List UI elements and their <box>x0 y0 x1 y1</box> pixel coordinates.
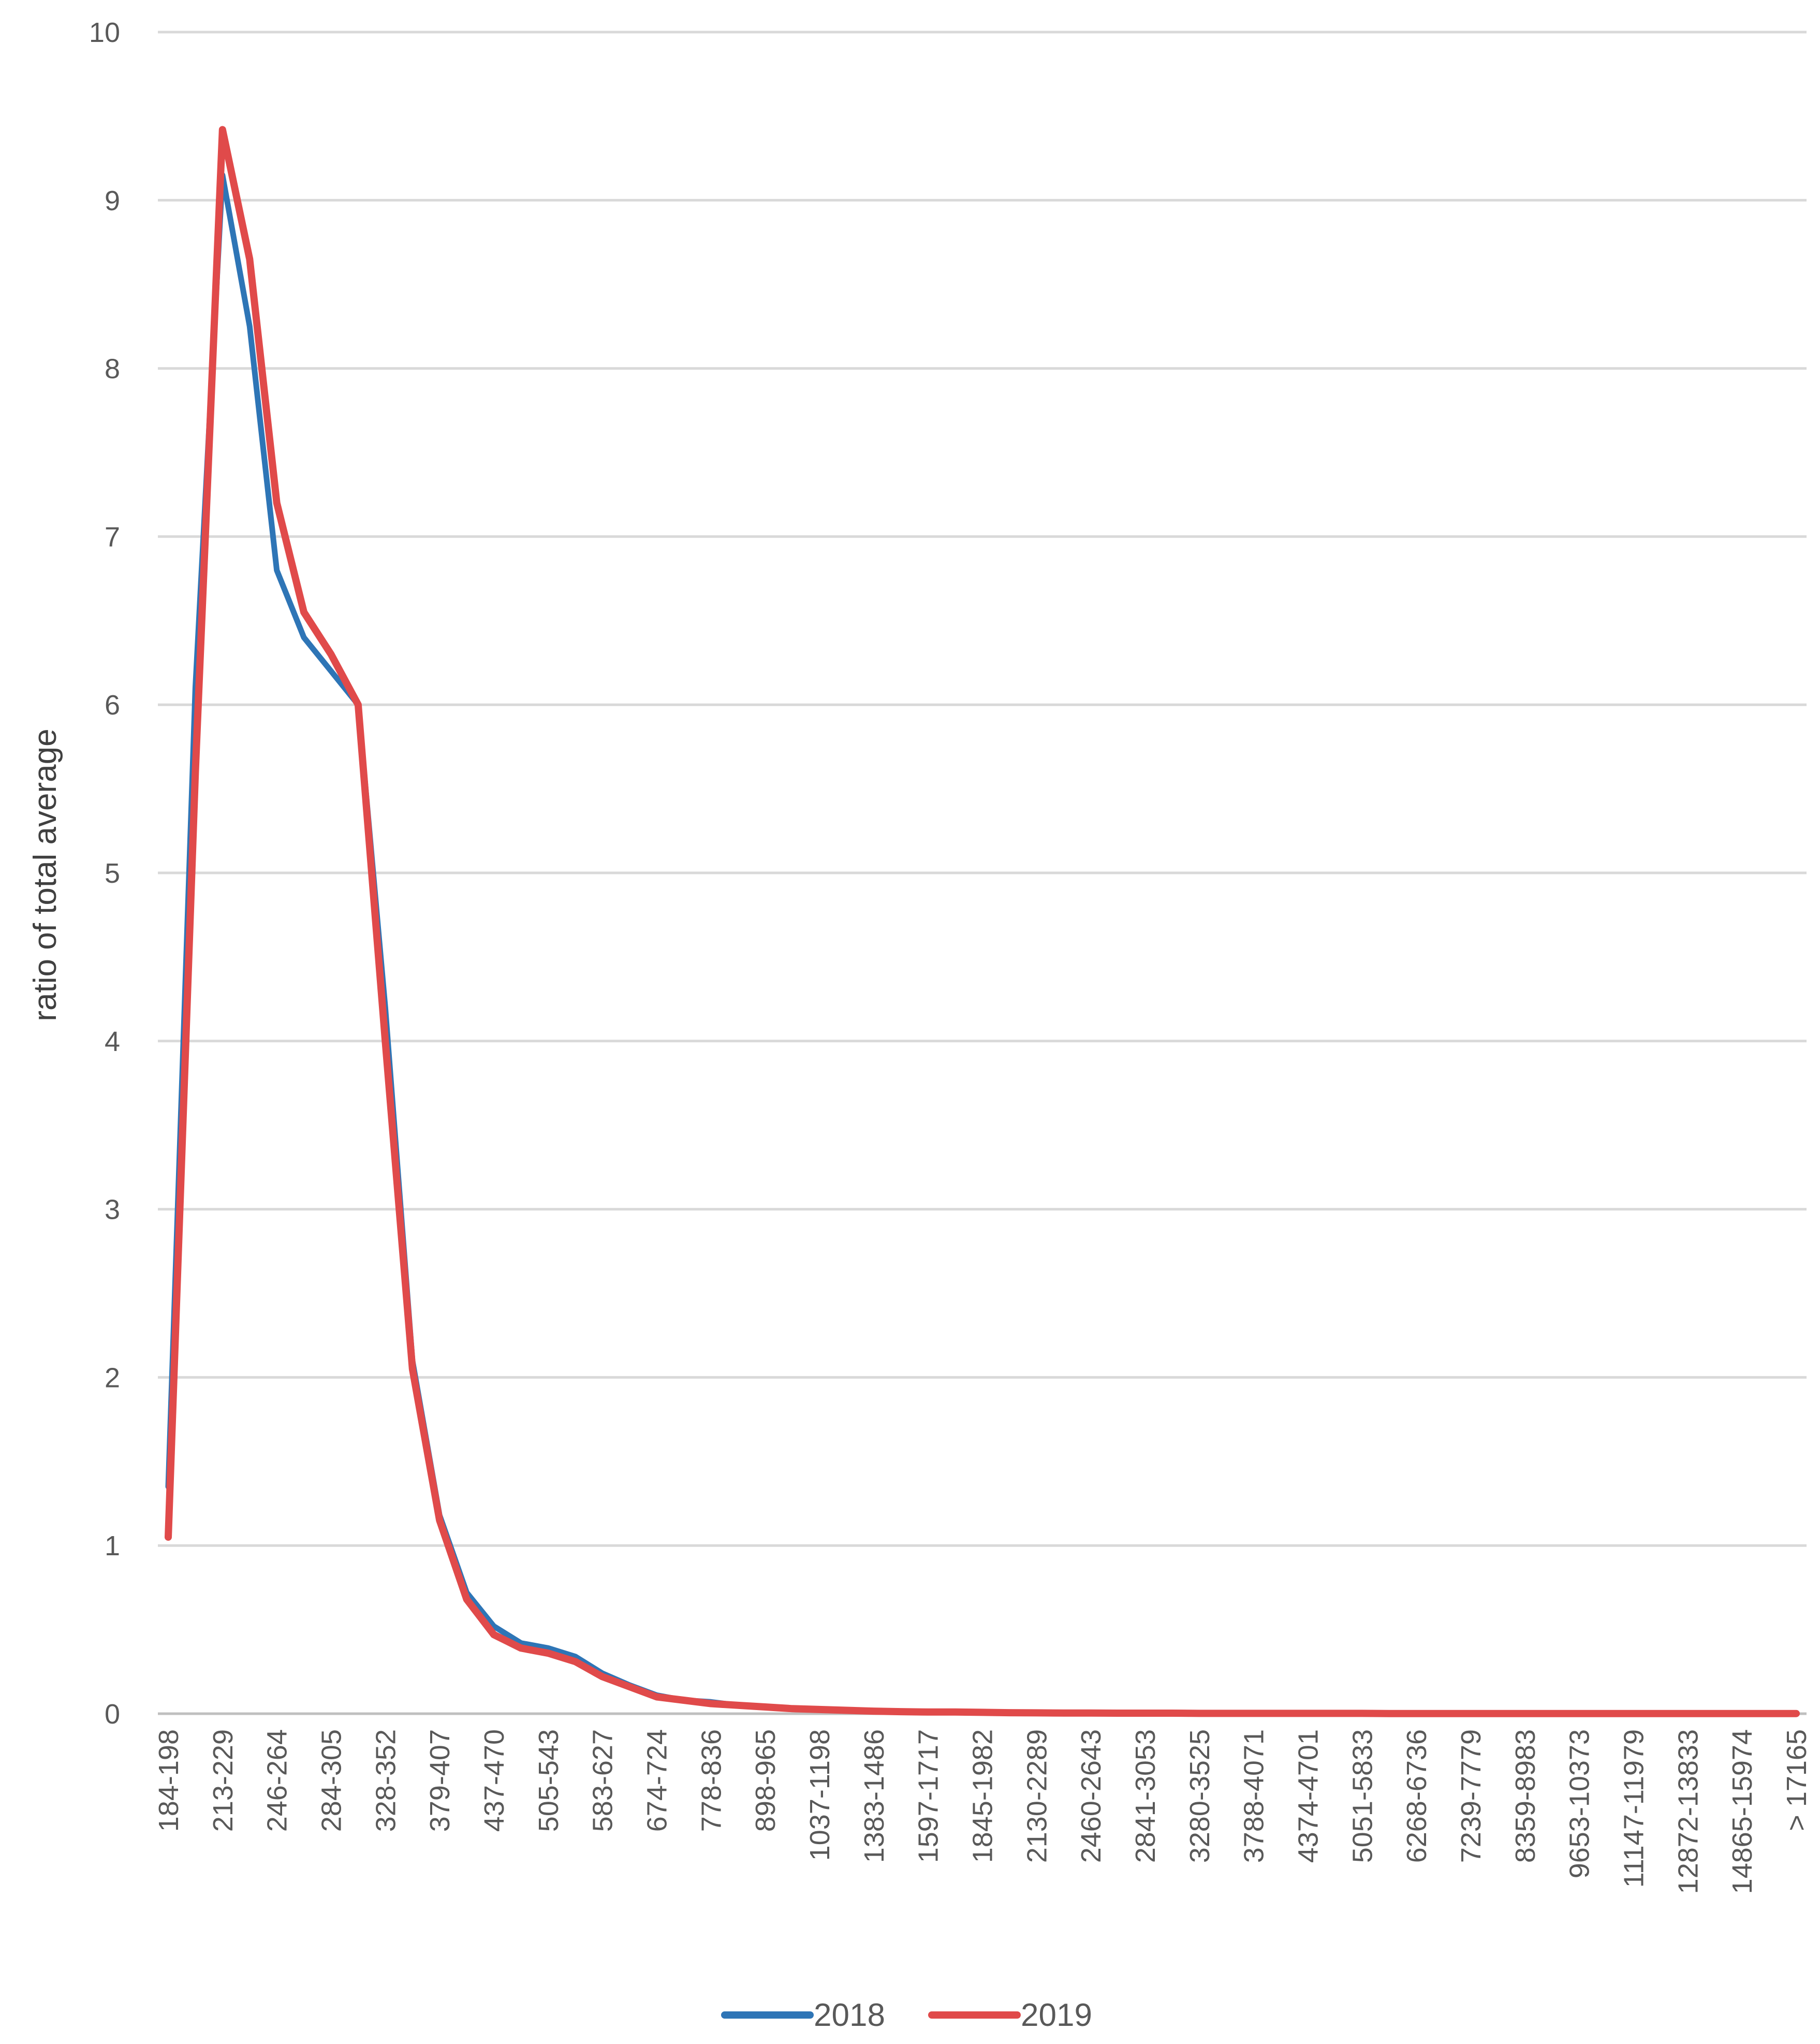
y-tick-label: 0 <box>105 1699 120 1730</box>
y-tick-label: 10 <box>89 17 120 48</box>
x-tick-label: 778-836 <box>696 1729 727 1832</box>
x-tick-label: 437-470 <box>479 1729 510 1832</box>
series-line-2018 <box>165 172 1799 1717</box>
x-tick-label: 7239-7779 <box>1456 1729 1487 1863</box>
legend: 2018 2019 <box>721 1997 1092 2033</box>
x-tick-label: 284-305 <box>316 1729 347 1832</box>
y-tick-label: 9 <box>105 185 120 216</box>
x-tick-label: 9653-10373 <box>1564 1729 1595 1878</box>
x-tick-label: 6268-6736 <box>1401 1729 1432 1863</box>
x-tick-label: 3280-3525 <box>1184 1729 1215 1863</box>
x-tick-label: 11147-11979 <box>1619 1729 1650 1888</box>
legend-label-2018: 2018 <box>814 1997 885 2033</box>
x-tick-label: 4374-4701 <box>1293 1729 1324 1863</box>
x-tick-label: 3788-4071 <box>1239 1729 1270 1863</box>
x-tick-label: 2130-2289 <box>1021 1729 1052 1863</box>
x-tick-label: 1383-1486 <box>859 1729 890 1863</box>
y-tick-label: 7 <box>105 521 120 552</box>
x-tick-label: 898-965 <box>750 1729 781 1832</box>
legend-label-2019: 2019 <box>1021 1997 1092 2033</box>
x-tick-label: 2841-3053 <box>1130 1729 1161 1863</box>
x-tick-label: 12872-13833 <box>1672 1729 1704 1894</box>
x-tick-label: 583-627 <box>588 1729 619 1832</box>
x-tick-label: 1037-1198 <box>804 1729 835 1861</box>
x-tick-label: 5051-5833 <box>1347 1729 1378 1863</box>
x-tick-label: 328-352 <box>370 1729 401 1832</box>
y-tick-label: 3 <box>105 1194 120 1225</box>
x-tick-label: 505-543 <box>533 1729 564 1832</box>
y-tick-label: 5 <box>105 858 120 889</box>
y-tick-label: 6 <box>105 690 120 721</box>
x-tick-label: 379-407 <box>424 1729 456 1832</box>
series-line-2019 <box>165 126 1800 1717</box>
y-tick-label: 4 <box>105 1026 120 1057</box>
y-axis-title: ratio of total average <box>27 728 63 1021</box>
x-tick-label: 213-229 <box>208 1729 239 1832</box>
y-tick-label: 1 <box>105 1530 120 1561</box>
x-tick-label: 674-724 <box>642 1729 673 1832</box>
y-tick-label: 2 <box>105 1362 120 1393</box>
x-tick-label: 8359-8983 <box>1510 1729 1541 1863</box>
x-tick-label: > 17165 <box>1781 1729 1812 1831</box>
gridlines <box>158 31 1807 1715</box>
x-tick-label: 246-264 <box>262 1729 293 1832</box>
y-axis-tick-labels: 0 1 2 3 4 5 6 7 8 9 10 <box>89 17 120 1730</box>
x-tick-label: 2460-2643 <box>1076 1729 1107 1863</box>
x-tick-label: 14865-15974 <box>1727 1729 1758 1894</box>
series-lines <box>165 126 1800 1717</box>
y-tick-label: 8 <box>105 354 120 385</box>
x-tick-label: 1845-1982 <box>967 1729 999 1863</box>
x-axis-tick-labels: 184-198 213-229 246-264 284-305 328-352 379-4… <box>153 1729 1812 1894</box>
x-tick-label: 1597-1717 <box>913 1729 944 1863</box>
x-tick-label: 184-198 <box>153 1729 184 1832</box>
